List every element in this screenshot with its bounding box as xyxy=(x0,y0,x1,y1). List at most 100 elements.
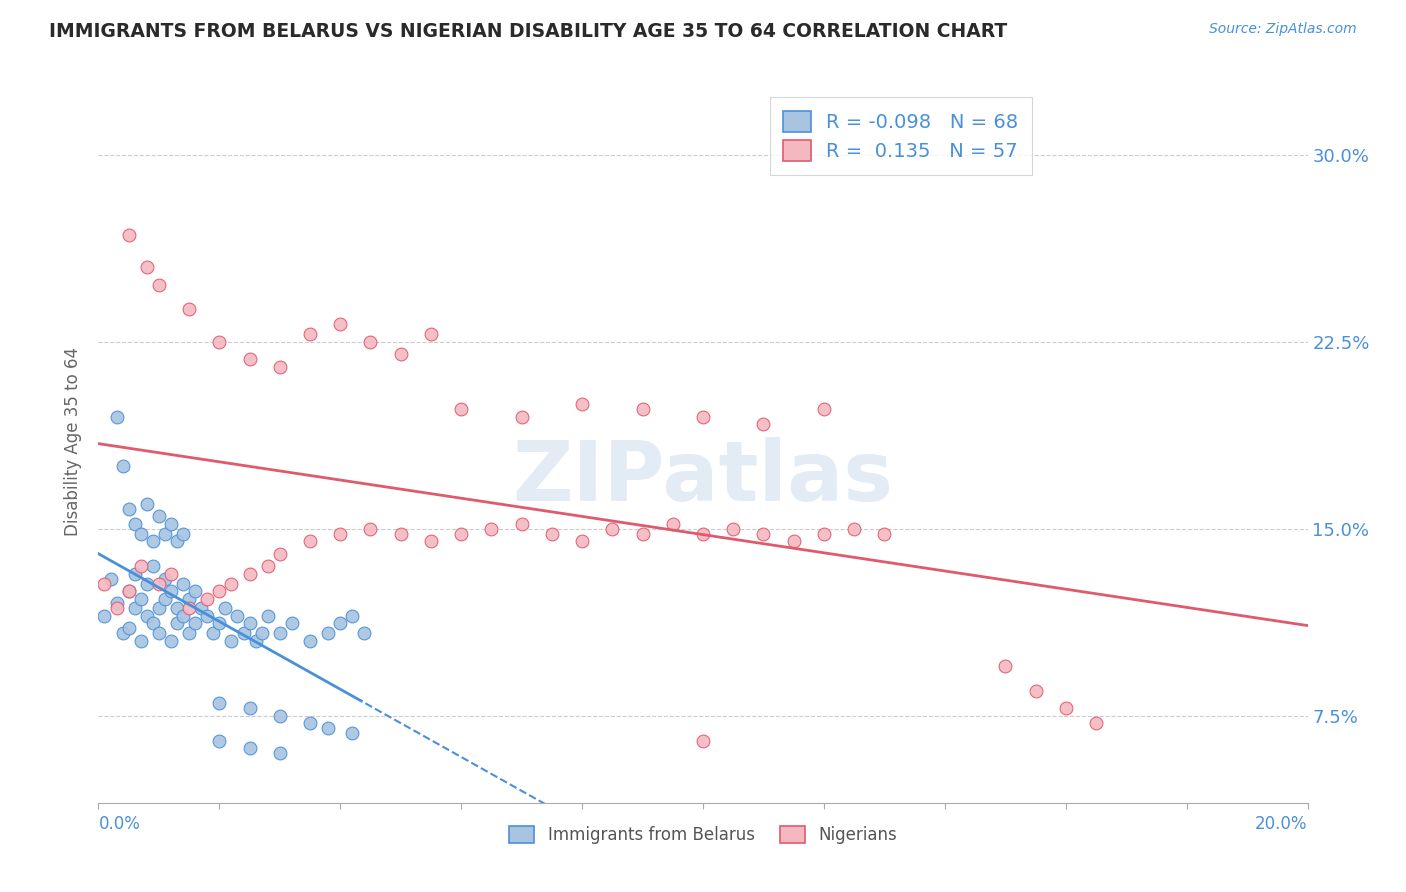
Point xyxy=(813,402,835,417)
Point xyxy=(510,516,533,531)
Point xyxy=(118,621,141,635)
Point xyxy=(118,227,141,242)
Point xyxy=(571,534,593,549)
Point xyxy=(631,402,654,417)
Point xyxy=(124,516,146,531)
Point xyxy=(166,534,188,549)
Y-axis label: Disability Age 35 to 64: Disability Age 35 to 64 xyxy=(65,347,83,536)
Point xyxy=(602,522,624,536)
Point xyxy=(153,526,176,541)
Point xyxy=(226,609,249,624)
Point xyxy=(129,591,152,606)
Point xyxy=(148,601,170,615)
Point xyxy=(342,609,364,624)
Point xyxy=(135,260,157,274)
Point xyxy=(135,576,157,591)
Point xyxy=(124,601,146,615)
Point xyxy=(160,516,183,531)
Point xyxy=(111,459,134,474)
Point xyxy=(250,626,273,640)
Point xyxy=(118,584,141,599)
Point xyxy=(184,616,207,631)
Point xyxy=(256,609,278,624)
Point xyxy=(208,696,231,710)
Point xyxy=(208,733,231,747)
Legend: Immigrants from Belarus, Nigerians: Immigrants from Belarus, Nigerians xyxy=(501,817,905,852)
Point xyxy=(118,501,141,516)
Point xyxy=(179,601,201,615)
Point xyxy=(160,633,183,648)
Point xyxy=(481,522,503,536)
Point xyxy=(329,526,352,541)
Point xyxy=(269,547,291,561)
Point xyxy=(208,334,231,349)
Point xyxy=(692,526,714,541)
Point xyxy=(184,584,207,599)
Text: ZIPatlas: ZIPatlas xyxy=(513,437,893,518)
Text: Source: ZipAtlas.com: Source: ZipAtlas.com xyxy=(1209,22,1357,37)
Point xyxy=(129,559,152,574)
Point xyxy=(111,626,134,640)
Point xyxy=(105,409,128,424)
Point xyxy=(129,633,152,648)
Point xyxy=(148,576,170,591)
Point xyxy=(420,327,443,342)
Point xyxy=(232,626,254,640)
Point xyxy=(153,591,176,606)
Point xyxy=(873,526,896,541)
Point xyxy=(142,616,165,631)
Point xyxy=(172,576,194,591)
Point xyxy=(299,716,322,731)
Point xyxy=(269,626,291,640)
Point xyxy=(202,626,225,640)
Point xyxy=(329,616,352,631)
Point xyxy=(571,397,593,411)
Point xyxy=(160,566,183,581)
Point xyxy=(105,601,128,615)
Point xyxy=(994,658,1017,673)
Point xyxy=(153,572,176,586)
Point xyxy=(124,566,146,581)
Point xyxy=(752,417,775,431)
Point xyxy=(100,572,122,586)
Text: 0.0%: 0.0% xyxy=(98,815,141,833)
Point xyxy=(179,302,201,317)
Point xyxy=(129,526,152,541)
Point xyxy=(813,526,835,541)
Point xyxy=(360,334,382,349)
Point xyxy=(221,633,243,648)
Point xyxy=(631,526,654,541)
Point xyxy=(208,584,231,599)
Point xyxy=(195,609,218,624)
Point xyxy=(389,526,412,541)
Point xyxy=(450,402,472,417)
Point xyxy=(450,526,472,541)
Point xyxy=(316,721,339,735)
Point xyxy=(661,516,683,531)
Point xyxy=(135,497,157,511)
Point xyxy=(172,609,194,624)
Point xyxy=(316,626,339,640)
Point xyxy=(1024,683,1046,698)
Point xyxy=(148,626,170,640)
Point xyxy=(142,534,165,549)
Point xyxy=(179,626,201,640)
Point xyxy=(281,616,304,631)
Point xyxy=(299,534,322,549)
Point xyxy=(221,576,243,591)
Point xyxy=(172,526,194,541)
Point xyxy=(329,318,352,332)
Point xyxy=(420,534,443,549)
Point xyxy=(269,746,291,760)
Text: IMMIGRANTS FROM BELARUS VS NIGERIAN DISABILITY AGE 35 TO 64 CORRELATION CHART: IMMIGRANTS FROM BELARUS VS NIGERIAN DISA… xyxy=(49,22,1008,41)
Point xyxy=(723,522,745,536)
Point xyxy=(256,559,278,574)
Point xyxy=(510,409,533,424)
Point xyxy=(148,509,170,524)
Point xyxy=(93,609,115,624)
Text: 20.0%: 20.0% xyxy=(1256,815,1308,833)
Point xyxy=(269,359,291,374)
Point xyxy=(142,559,165,574)
Point xyxy=(783,534,806,549)
Point xyxy=(692,733,714,747)
